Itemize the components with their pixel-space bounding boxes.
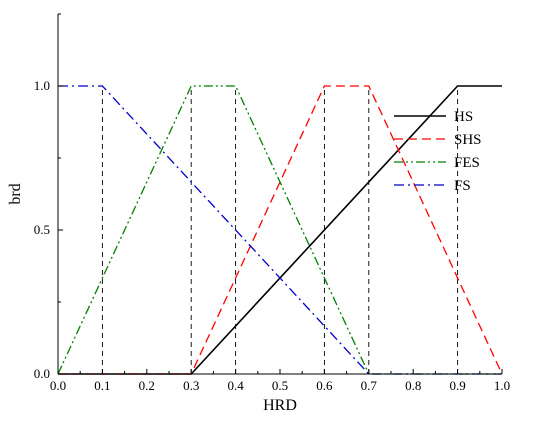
legend-label-hs: HS (454, 109, 473, 125)
legend-label-fes: FES (454, 155, 480, 171)
x-tick-label: 1.0 (494, 378, 510, 393)
y-ticks: 0.0 0.5 1.0 (34, 13, 63, 381)
legend-label-shs: SHS (454, 132, 482, 148)
axes (57, 14, 502, 375)
x-ticks: 0.0 0.1 0.2 0.3 0.4 0.5 0.6 0.7 0.8 0.9 1.0 (50, 369, 510, 393)
x-tick-label: 0.7 (361, 378, 378, 393)
x-tick-label: 0.9 (449, 378, 465, 393)
x-tick-label: 0.8 (405, 378, 421, 393)
y-tick-label: 1.0 (34, 78, 50, 93)
y-axis-title: brd (7, 183, 24, 204)
x-tick-label: 0.4 (227, 378, 244, 393)
x-axis-title: HRD (263, 397, 297, 414)
x-tick-label: 0.1 (94, 378, 110, 393)
legend: HS SHS FES FS (394, 109, 482, 194)
x-tick-label: 0.6 (316, 378, 333, 393)
x-tick-label: 0.2 (139, 378, 155, 393)
x-tick-label: 0.0 (50, 378, 66, 393)
y-tick-label: 0.0 (34, 366, 50, 381)
series-line-fes (57, 85, 502, 375)
x-tick-label: 0.5 (272, 378, 288, 393)
series-layer (57, 85, 503, 375)
legend-label-fs: FS (454, 178, 471, 194)
x-tick-label: 0.3 (183, 378, 199, 393)
y-tick-label: 0.5 (34, 222, 50, 237)
reference-lines (101, 86, 459, 374)
